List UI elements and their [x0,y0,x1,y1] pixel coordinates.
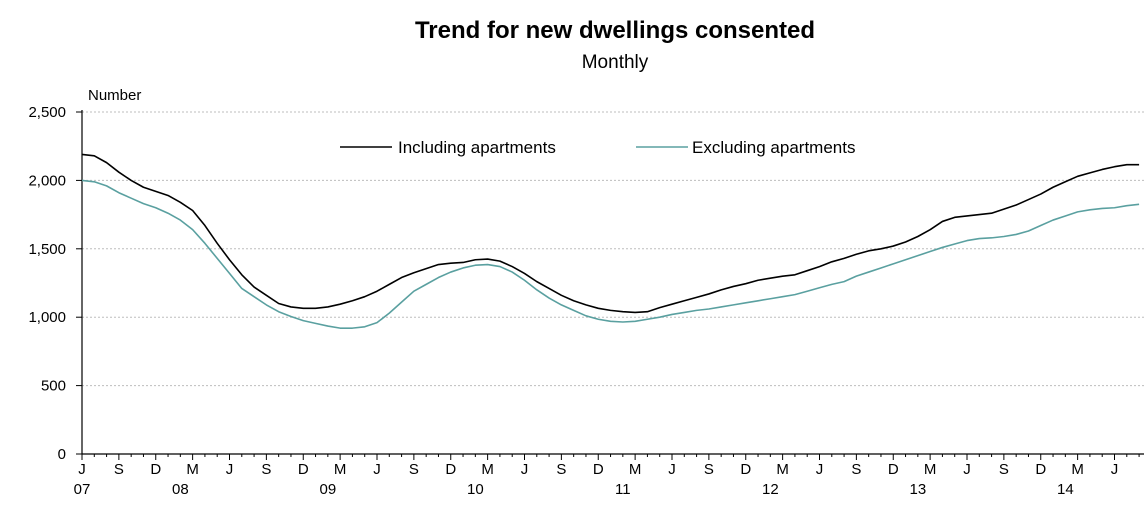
series-lines [81,153,1140,329]
chart-subtitle: Monthly [582,52,649,73]
y-tick-label: 2,500 [28,104,66,121]
x-tick-label-month: M [1071,461,1084,478]
x-tick-label-year: 09 [319,481,336,498]
x-tick-label-year: 13 [909,481,926,498]
x-tick-label-month: M [481,461,494,478]
x-tick-label-year: 08 [172,481,189,498]
x-tick-label-year: 10 [467,481,484,498]
y-tick-label: 2,000 [28,172,66,189]
x-tick-label-month: S [999,461,1009,478]
y-axis-label: Number [88,87,141,104]
x-tick-label-month: J [373,461,381,478]
x-tick-label-month: D [1035,461,1046,478]
x-tick-label-month: J [963,461,971,478]
x-tick-label-year: 14 [1057,481,1074,498]
legend-label-including: Including apartments [398,138,556,157]
axes [76,110,1144,460]
x-tick-label-year: 11 [615,481,631,498]
legend: Including apartments Excluding apartment… [340,138,855,157]
y-tick-label: 0 [58,446,66,463]
x-tick-labels: J S D M J S D M J S D M J S D M J S D M J S D M J S D M J 07 08 09 10 11 1… [74,461,1119,498]
x-tick-label-month: S [261,461,271,478]
x-tick-label-month: M [629,461,642,478]
x-tick-label-month: D [888,461,899,478]
grid-lines [82,111,1144,387]
x-tick-label-month: S [409,461,419,478]
x-tick-label-month: S [556,461,566,478]
chart-title: Trend for new dwellings consented [415,17,815,44]
x-tick-label-month: D [593,461,604,478]
x-tick-label-month: J [1111,461,1119,478]
y-tick-label: 1,000 [28,309,66,326]
x-tick-label-year: 12 [762,481,779,498]
x-tick-label-month: J [521,461,529,478]
x-tick-label-month: J [668,461,676,478]
y-tick-label: 1,500 [28,241,66,258]
x-tick-label-month: J [816,461,824,478]
x-tick-label-month: S [704,461,714,478]
x-tick-label-month: S [851,461,861,478]
x-tick-label-month: D [445,461,456,478]
legend-label-excluding: Excluding apartments [692,138,855,157]
x-tick-label-month: M [186,461,199,478]
x-tick-label-month: M [334,461,347,478]
y-tick-labels: 0 500 1,000 1,500 2,000 2,500 [28,104,66,463]
x-tick-label-month: D [150,461,161,478]
x-tick-label-month: S [114,461,124,478]
x-tick-label-month: J [78,461,86,478]
x-tick-label-month: D [740,461,751,478]
series-line-including [81,153,1140,314]
x-tick-label-month: D [298,461,309,478]
series-line-excluding [81,179,1140,329]
x-tick-label-year: 07 [74,481,91,498]
x-tick-label-month: M [776,461,789,478]
x-tick-label-month: J [226,461,234,478]
y-tick-label: 500 [41,378,66,395]
x-tick-label-month: M [924,461,937,478]
